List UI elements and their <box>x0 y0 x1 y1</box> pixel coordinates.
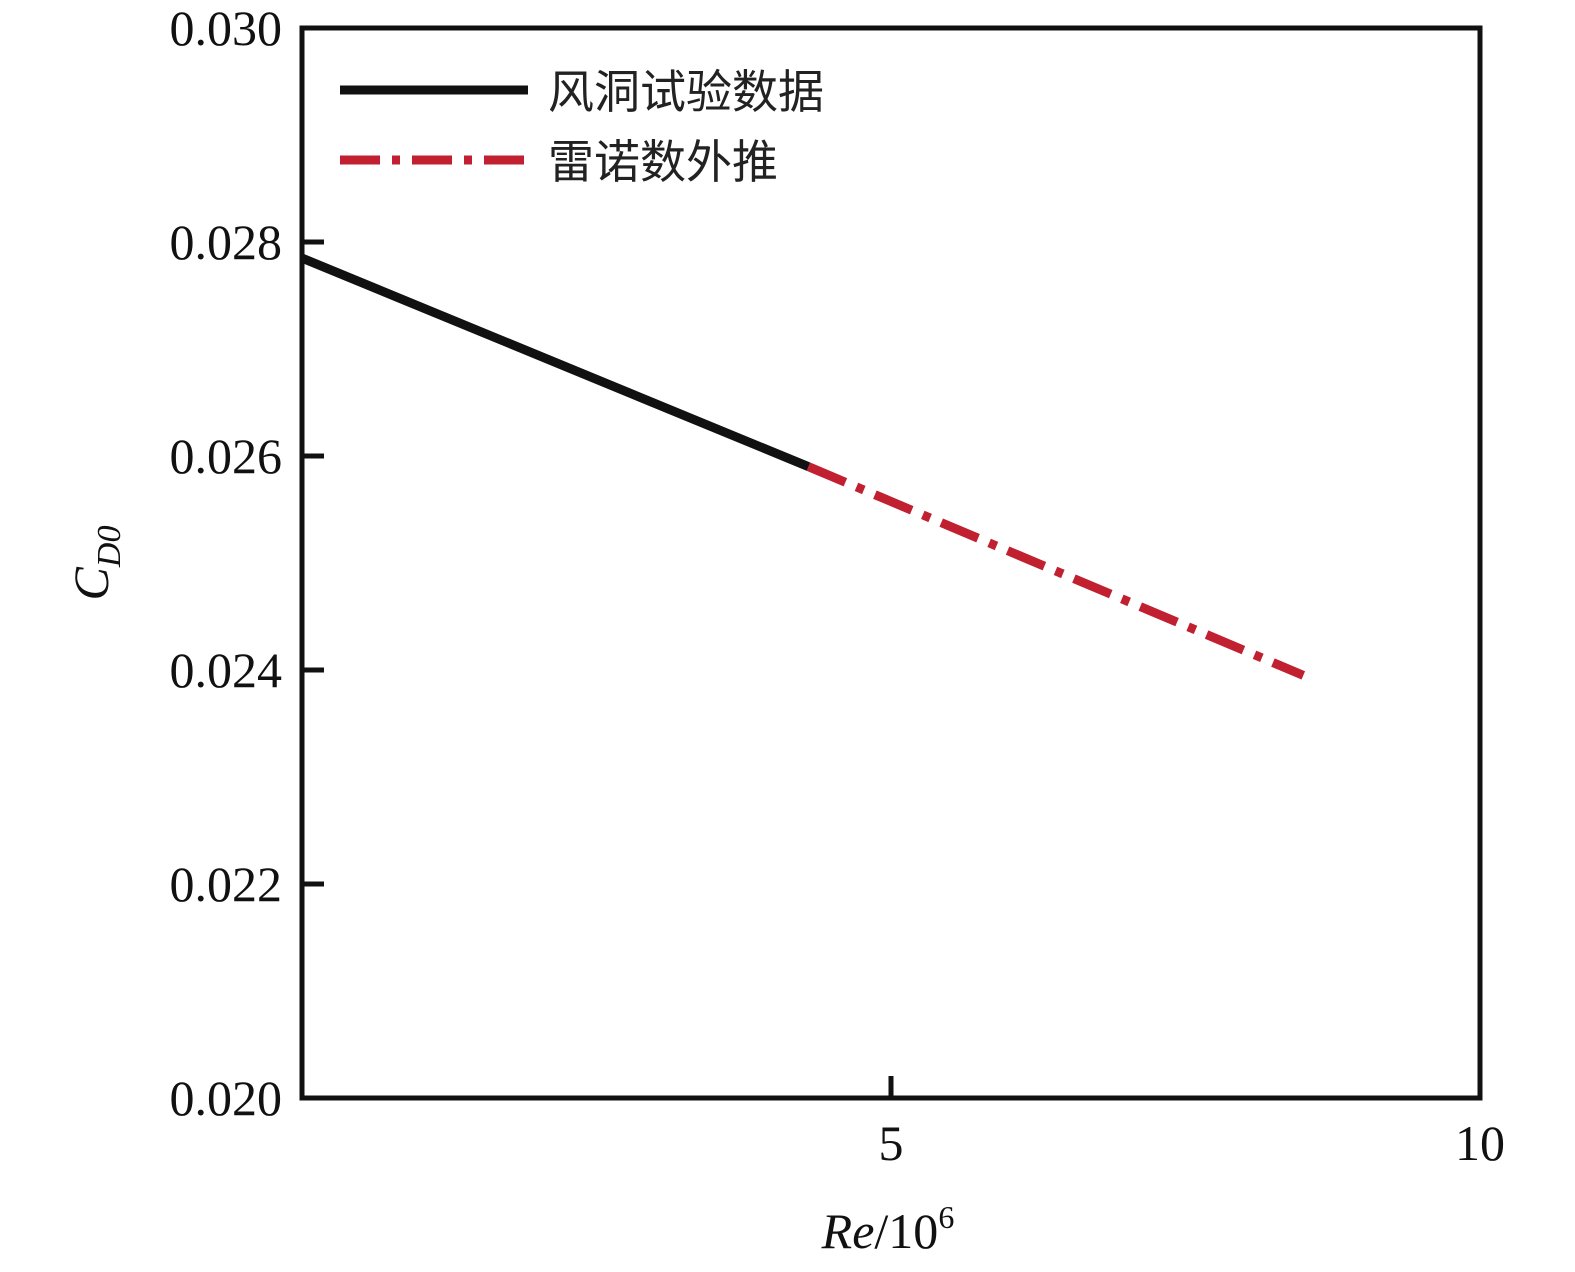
legend-label-extrapolation: 雷诺数外推 <box>548 135 778 189</box>
y-tick-label: 0.022 <box>170 856 283 912</box>
legend: 风洞试验数据 雷诺数外推 <box>340 65 824 189</box>
y-axis-title: CD0 <box>63 526 128 601</box>
y-tick-label: 0.020 <box>170 1070 283 1126</box>
series-line-extrapolation <box>806 462 1306 680</box>
y-tick-label: 0.028 <box>170 214 283 270</box>
y-axis-ticks: 0.020 0.022 0.024 0.026 0.028 0.030 <box>170 0 324 1126</box>
series-line-wind-tunnel <box>300 253 811 471</box>
x-tick-label: 5 <box>879 1115 904 1171</box>
legend-label-wind-tunnel: 风洞试验数据 <box>548 65 824 119</box>
x-axis-ticks: 5 10 <box>879 1076 1505 1171</box>
y-tick-label: 0.030 <box>170 0 283 56</box>
plot-frame <box>299 25 1483 1101</box>
x-axis-title: Re/106 <box>821 1199 955 1259</box>
series-layer <box>300 253 1306 680</box>
y-tick-label: 0.024 <box>170 642 283 698</box>
y-tick-label: 0.026 <box>170 428 283 484</box>
x-tick-label: 10 <box>1455 1115 1505 1171</box>
